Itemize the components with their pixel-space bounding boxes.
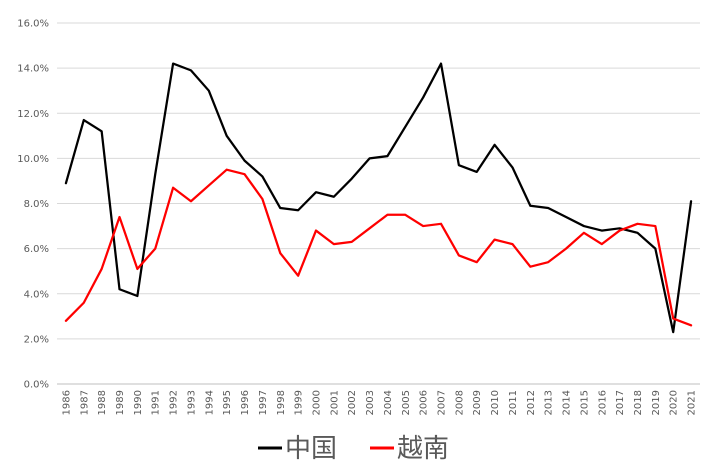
- x-tick-label: 1997: [258, 390, 269, 415]
- x-tick-label: 2016: [597, 390, 608, 415]
- y-tick-label: 8.0%: [24, 199, 49, 210]
- x-tick-label: 2017: [615, 390, 626, 415]
- x-tick-label: 1988: [97, 390, 108, 415]
- gridlines: [57, 22, 700, 385]
- x-tick-label: 1989: [115, 390, 126, 415]
- x-tick-label: 2000: [311, 390, 322, 415]
- x-tick-label: 2006: [419, 390, 430, 415]
- x-tick-label: 1993: [186, 390, 197, 415]
- legend-label-china: 中国: [285, 434, 337, 464]
- legend: 中国 越南: [258, 434, 449, 464]
- y-tick-label: 10.0%: [17, 154, 49, 165]
- x-tick-label: 1994: [204, 390, 215, 415]
- x-tick-label: 2002: [347, 390, 358, 415]
- x-tick-label: 2003: [365, 390, 376, 415]
- x-tick-label: 1995: [222, 390, 233, 415]
- x-tick-label: 1998: [276, 390, 287, 415]
- x-tick-label: 2020: [669, 390, 680, 415]
- x-tick-label: 2010: [490, 390, 501, 415]
- x-tick-label: 2004: [383, 390, 394, 415]
- x-axis-ticks: 1986 1987 1988 1989 1990 1991 1992 1993 1994 1995…: [61, 390, 697, 415]
- y-tick-label: 2.0%: [24, 334, 49, 345]
- x-tick-label: 2011: [508, 390, 519, 415]
- x-tick-label: 1996: [240, 390, 251, 415]
- y-tick-label: 14.0%: [17, 64, 49, 75]
- x-tick-label: 1991: [151, 390, 162, 415]
- x-tick-label: 2009: [472, 390, 483, 415]
- x-tick-label: 2014: [562, 390, 573, 415]
- x-tick-label: 1987: [79, 390, 90, 415]
- x-tick-label: 2012: [526, 390, 537, 415]
- x-tick-label: 2013: [544, 390, 555, 415]
- x-tick-label: 2021: [687, 390, 698, 415]
- y-tick-label: 4.0%: [24, 289, 49, 300]
- x-tick-label: 1992: [169, 390, 180, 415]
- series-lines: [64, 62, 693, 334]
- y-axis-ticks: 0.0% 2.0% 4.0% 6.0% 8.0% 10.0% 12.0% 14.0% 16.0%: [17, 19, 49, 391]
- y-tick-label: 12.0%: [17, 109, 49, 120]
- legend-label-vietnam: 越南: [397, 434, 449, 464]
- x-tick-label: 2019: [651, 390, 662, 415]
- x-tick-label: 1990: [133, 390, 144, 415]
- x-tick-label: 2001: [329, 390, 340, 415]
- series-line-vietnam: [64, 168, 693, 327]
- x-tick-label: 1999: [294, 390, 305, 415]
- x-tick-label: 2007: [437, 390, 448, 415]
- series-line-china: [64, 62, 693, 334]
- x-tick-label: 2018: [633, 390, 644, 415]
- x-tick-label: 2015: [579, 390, 590, 415]
- y-tick-label: 16.0%: [17, 19, 49, 30]
- y-tick-label: 6.0%: [24, 244, 49, 255]
- x-tick-label: 2005: [401, 390, 412, 415]
- x-tick-label: 2008: [454, 390, 465, 415]
- x-tick-label: 1986: [61, 390, 72, 415]
- y-tick-label: 0.0%: [24, 380, 49, 391]
